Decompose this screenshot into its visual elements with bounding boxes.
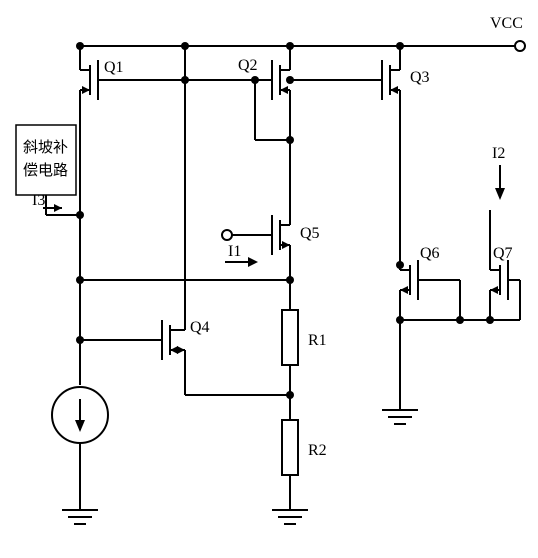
block-line1: 斜坡补	[23, 139, 68, 156]
q2-label: Q2	[238, 57, 258, 74]
circuit-diagram: VCC Q1 Q2	[0, 0, 538, 558]
transistor-q1	[80, 46, 185, 215]
r1-label: R1	[308, 332, 327, 349]
current-i2	[495, 165, 505, 200]
q3-label: Q3	[410, 69, 430, 86]
current-source	[52, 387, 108, 443]
ground-1	[62, 510, 98, 524]
vcc-label: VCC	[490, 15, 523, 32]
transistor-q7	[490, 210, 508, 320]
q5-label: Q5	[300, 225, 320, 242]
i3-label: I3	[32, 192, 45, 209]
transistor-q6	[400, 260, 418, 410]
q6-label: Q6	[420, 245, 440, 262]
i1-label: I1	[228, 243, 241, 260]
q7-label: Q7	[493, 245, 513, 262]
block-line2: 偿电路	[23, 162, 68, 179]
i2-label: I2	[492, 145, 505, 162]
resistor-r1	[282, 310, 298, 365]
resistor-r2	[282, 420, 298, 475]
vcc-terminal	[515, 41, 525, 51]
slope-comp-block	[16, 125, 76, 195]
ground-3	[382, 410, 418, 424]
q1-label: Q1	[104, 59, 124, 76]
transistor-q4	[162, 320, 185, 360]
ground-2	[272, 510, 308, 524]
r2-label: R2	[308, 442, 327, 459]
q4-label: Q4	[190, 319, 210, 336]
